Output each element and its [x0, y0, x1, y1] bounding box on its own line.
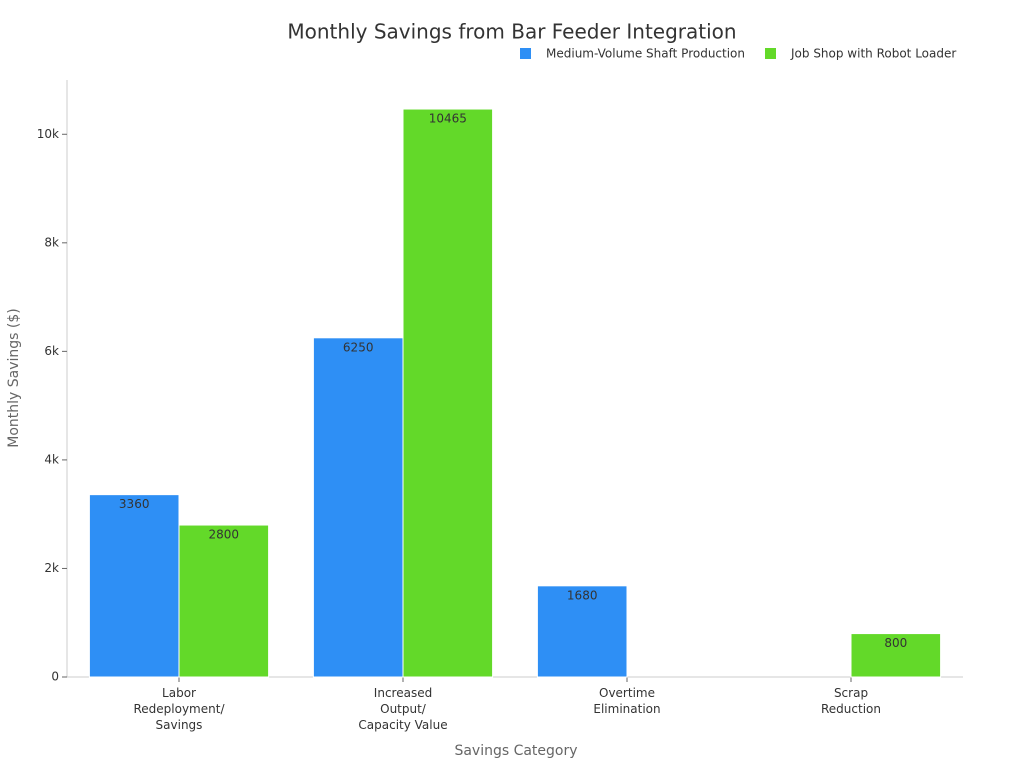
chart-title: Monthly Savings from Bar Feeder Integrat…: [287, 20, 736, 44]
bar: [178, 524, 270, 678]
y-tick-label: 6k: [44, 344, 59, 358]
bar: [850, 633, 942, 678]
bar: [312, 337, 404, 678]
legend-label: Medium-Volume Shaft Production: [546, 47, 745, 61]
legend-label: Job Shop with Robot Loader: [790, 47, 956, 61]
bar: [88, 494, 180, 678]
x-tick-label-line: Labor: [162, 686, 196, 700]
value-label: 3360: [119, 497, 150, 511]
x-tick-label-line: Overtime: [599, 686, 655, 700]
y-tick-label: 4k: [44, 452, 59, 466]
y-axis-title: Monthly Savings ($): [6, 308, 22, 447]
value-label: 6250: [343, 340, 374, 354]
legend-swatch: [520, 48, 531, 59]
value-label: 1680: [567, 588, 598, 602]
x-tick-label-line: Savings: [156, 718, 203, 732]
x-tick-label: Labor Redeployment/Savings: [133, 686, 225, 732]
x-axis-title: Savings Category: [454, 743, 577, 759]
x-tick-label-line: Reduction: [821, 702, 881, 716]
x-tick-label-line: Increased: [374, 686, 432, 700]
x-tick-label: Overtime Elimination: [593, 686, 660, 716]
value-label: 10465: [429, 112, 467, 126]
value-label: 800: [884, 636, 907, 650]
y-tick-label: 8k: [44, 235, 59, 249]
y-tick-label: 10k: [37, 127, 59, 141]
value-label: 2800: [209, 528, 240, 542]
x-tick-label-line: Capacity Value: [358, 718, 447, 732]
x-tick-label: Scrap Reduction: [821, 686, 881, 716]
x-tick-label-line: Output/: [380, 702, 427, 716]
bar: [536, 585, 628, 678]
x-tick-label-line: Elimination: [593, 702, 660, 716]
x-tick-label-line: Redeployment/: [133, 702, 225, 716]
y-tick-label: 0: [51, 670, 59, 684]
y-tick-label: 2k: [44, 561, 59, 575]
legend-swatch: [765, 48, 776, 59]
x-tick-label-line: Scrap: [834, 686, 868, 700]
x-tick-label: Increased Output/Capacity Value: [358, 686, 447, 732]
bar: [402, 108, 494, 678]
